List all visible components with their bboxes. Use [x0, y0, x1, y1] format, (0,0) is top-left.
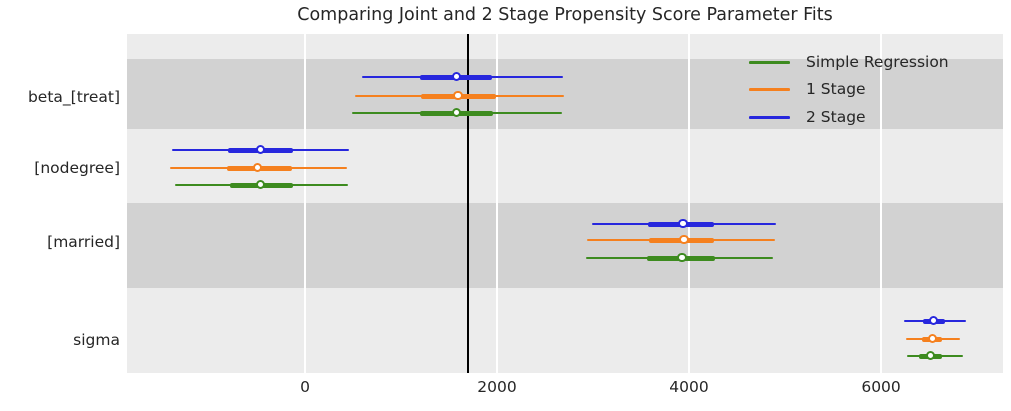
chart-title: Comparing Joint and 2 Stage Propensity S… [297, 5, 833, 25]
parameter-band [127, 203, 1003, 288]
x-tick-label: 2000 [477, 378, 517, 396]
y-axis-label: sigma [73, 331, 120, 349]
x-gridline [688, 34, 691, 373]
median-marker [451, 71, 461, 82]
median-marker [677, 252, 687, 263]
median-marker [679, 234, 689, 245]
x-gridline [496, 34, 499, 373]
median-marker [927, 333, 938, 344]
median-marker [453, 90, 463, 101]
median-marker [678, 218, 688, 229]
legend-line-sample [749, 116, 790, 119]
y-axis-label: [married] [47, 233, 120, 251]
legend-item: Simple Regression [749, 48, 999, 76]
plot-area: Simple Regression 1 Stage 2 Stage [127, 34, 1003, 373]
y-axis-label: [nodegree] [34, 159, 120, 177]
median-marker [451, 107, 461, 118]
legend-label: Simple Regression [806, 53, 949, 71]
parameter-band [127, 59, 1003, 129]
legend-line-sample [749, 61, 790, 64]
median-marker [252, 162, 263, 173]
x-tick-label: 6000 [861, 378, 901, 396]
x-tick-label: 0 [300, 378, 310, 396]
reference-line [467, 34, 470, 373]
median-marker [255, 144, 266, 155]
median-marker [925, 350, 936, 361]
parameter-band [127, 288, 1003, 373]
median-marker [255, 179, 266, 190]
legend-label: 2 Stage [806, 108, 866, 126]
legend-line-sample [749, 88, 790, 91]
x-tick-label: 4000 [669, 378, 709, 396]
legend-item: 1 Stage [749, 75, 999, 103]
x-gridline [304, 34, 306, 373]
y-axis-label: beta_[treat] [27, 88, 120, 106]
x-gridline [880, 34, 883, 373]
legend-label: 1 Stage [806, 80, 866, 98]
legend-item: 2 Stage [749, 103, 999, 131]
median-marker [928, 315, 939, 326]
